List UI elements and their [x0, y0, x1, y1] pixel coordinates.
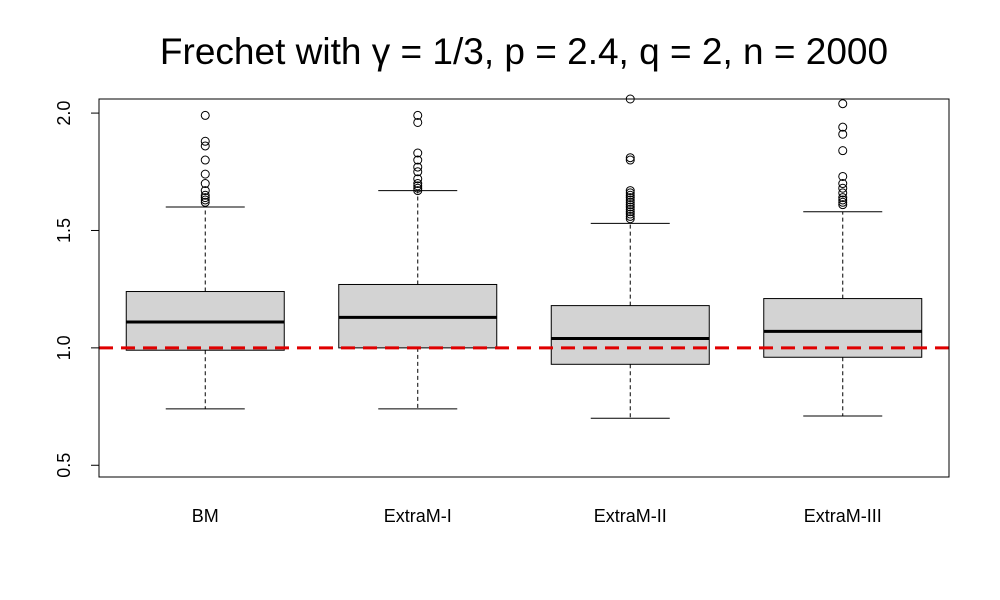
- outlier-point: [413, 162, 423, 172]
- plot-frame: [98, 98, 950, 478]
- outlier-point: [838, 179, 848, 189]
- outlier-point: [625, 202, 635, 212]
- outlier-point: [200, 179, 210, 189]
- outlier-point: [413, 186, 423, 196]
- outlier-point: [625, 195, 635, 205]
- x-category-label: BM: [192, 506, 219, 526]
- y-tick-label: 2.0: [54, 101, 74, 126]
- outlier-point: [413, 167, 423, 177]
- outlier-point: [838, 171, 848, 181]
- outlier-point: [625, 193, 635, 203]
- outlier-point: [413, 117, 423, 127]
- outlier-point: [838, 188, 848, 198]
- y-tick-label: 0.5: [54, 453, 74, 478]
- outlier-point: [838, 200, 848, 210]
- outlier-point: [625, 188, 635, 198]
- outlier-point: [413, 155, 423, 165]
- outlier-point: [200, 155, 210, 165]
- outlier-point: [625, 209, 635, 219]
- outlier-point: [625, 197, 635, 207]
- outlier-point: [625, 204, 635, 214]
- outlier-point: [625, 153, 635, 163]
- outlier-point: [200, 110, 210, 120]
- outlier-point: [838, 146, 848, 156]
- outlier-point: [625, 190, 635, 200]
- plot-area: 0.5 1.0 1.5 2.0 BM ExtraM-I ExtraM-II ExtraM-II…: [54, 94, 949, 526]
- outlier-point: [625, 200, 635, 210]
- outlier-point: [413, 179, 423, 189]
- outlier-point: [838, 122, 848, 132]
- x-category-label: ExtraM-II: [594, 506, 667, 526]
- outlier-point: [413, 183, 423, 193]
- outlier-point: [625, 214, 635, 224]
- outlier-point: [200, 169, 210, 179]
- y-tick-label: 1.5: [54, 218, 74, 243]
- outlier-point: [625, 155, 635, 165]
- outlier-point: [838, 183, 848, 193]
- outlier-point: [200, 186, 210, 196]
- x-category-label: ExtraM-I: [384, 506, 452, 526]
- outlier-point: [200, 195, 210, 205]
- outlier-point: [625, 186, 635, 196]
- y-tick-label: 1.0: [54, 335, 74, 360]
- outlier-point: [200, 190, 210, 200]
- outlier-point: [413, 148, 423, 158]
- outlier-point: [413, 181, 423, 191]
- box-iqr: [550, 305, 710, 365]
- outlier-point: [838, 193, 848, 203]
- x-category-label: ExtraM-III: [804, 506, 882, 526]
- outlier-point: [200, 193, 210, 203]
- outlier-point: [200, 197, 210, 207]
- outlier-point: [838, 129, 848, 139]
- outlier-point: [413, 174, 423, 184]
- outlier-point: [200, 136, 210, 146]
- outlier-point: [625, 207, 635, 217]
- box-bm: BM: [125, 110, 285, 526]
- chart-title: Frechet with γ = 1/3, p = 2.4, q = 2, n …: [160, 31, 888, 72]
- outlier-point: [838, 197, 848, 207]
- box-extram-ii: ExtraM-II: [550, 94, 710, 526]
- outlier-point: [413, 110, 423, 120]
- box-extram-i: ExtraM-I: [338, 110, 498, 526]
- outlier-point: [625, 211, 635, 221]
- outlier-point: [200, 141, 210, 151]
- outlier-point: [838, 195, 848, 205]
- outlier-point: [838, 99, 848, 109]
